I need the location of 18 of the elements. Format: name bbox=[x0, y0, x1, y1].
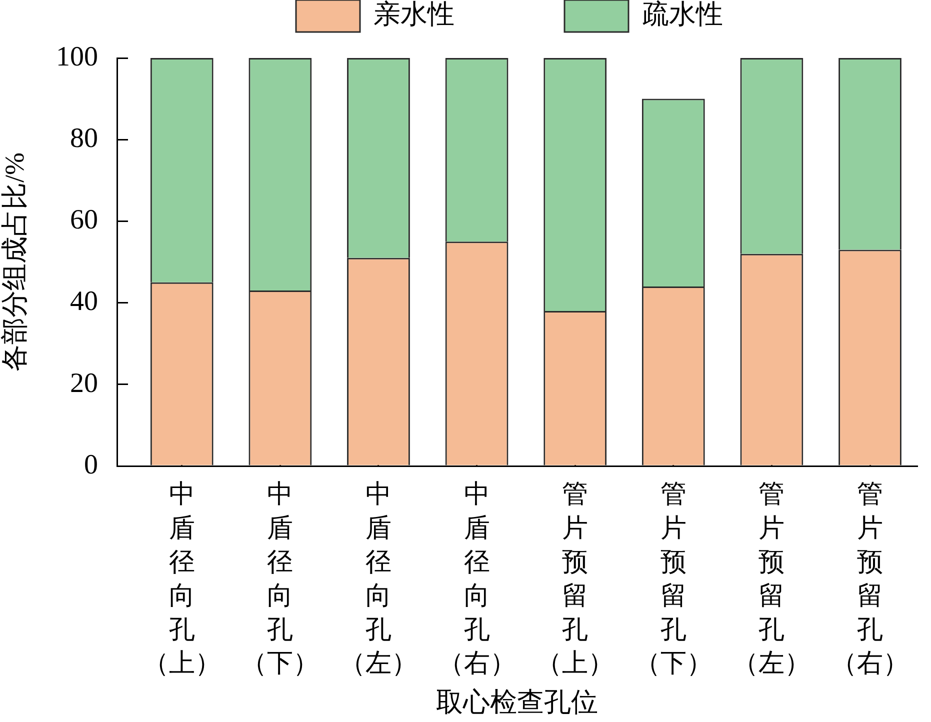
x-tick-label: 中盾径向孔（下） bbox=[241, 480, 320, 678]
y-tick-label: 100 bbox=[56, 41, 98, 72]
y-tick-label: 60 bbox=[70, 204, 98, 236]
x-tick-label: 管片预留孔（右） bbox=[831, 480, 909, 678]
x-tick-label: 管片预留孔（下） bbox=[634, 480, 712, 678]
x-tick-label: 中盾径向孔（右） bbox=[438, 480, 516, 678]
legend-label: 疏水性 bbox=[642, 0, 723, 30]
y-tick-label: 40 bbox=[70, 286, 98, 318]
x-axis-title: 取心检查孔位 bbox=[436, 686, 598, 717]
x-tick-label: 中盾径向孔（上） bbox=[142, 480, 221, 678]
y-tick-label: 80 bbox=[70, 122, 98, 154]
y-axis-title: 各部分组成占比/% bbox=[0, 152, 30, 372]
y-tick-label: 20 bbox=[70, 368, 98, 399]
y-tick-label: 0 bbox=[84, 449, 98, 480]
x-tick-label: 中盾径向孔（左） bbox=[339, 480, 418, 678]
x-tick-label: 管片预留孔（左） bbox=[732, 480, 811, 678]
x-tick-label: 管片预留孔（上） bbox=[536, 480, 614, 678]
legend-label: 亲水性 bbox=[374, 0, 454, 30]
